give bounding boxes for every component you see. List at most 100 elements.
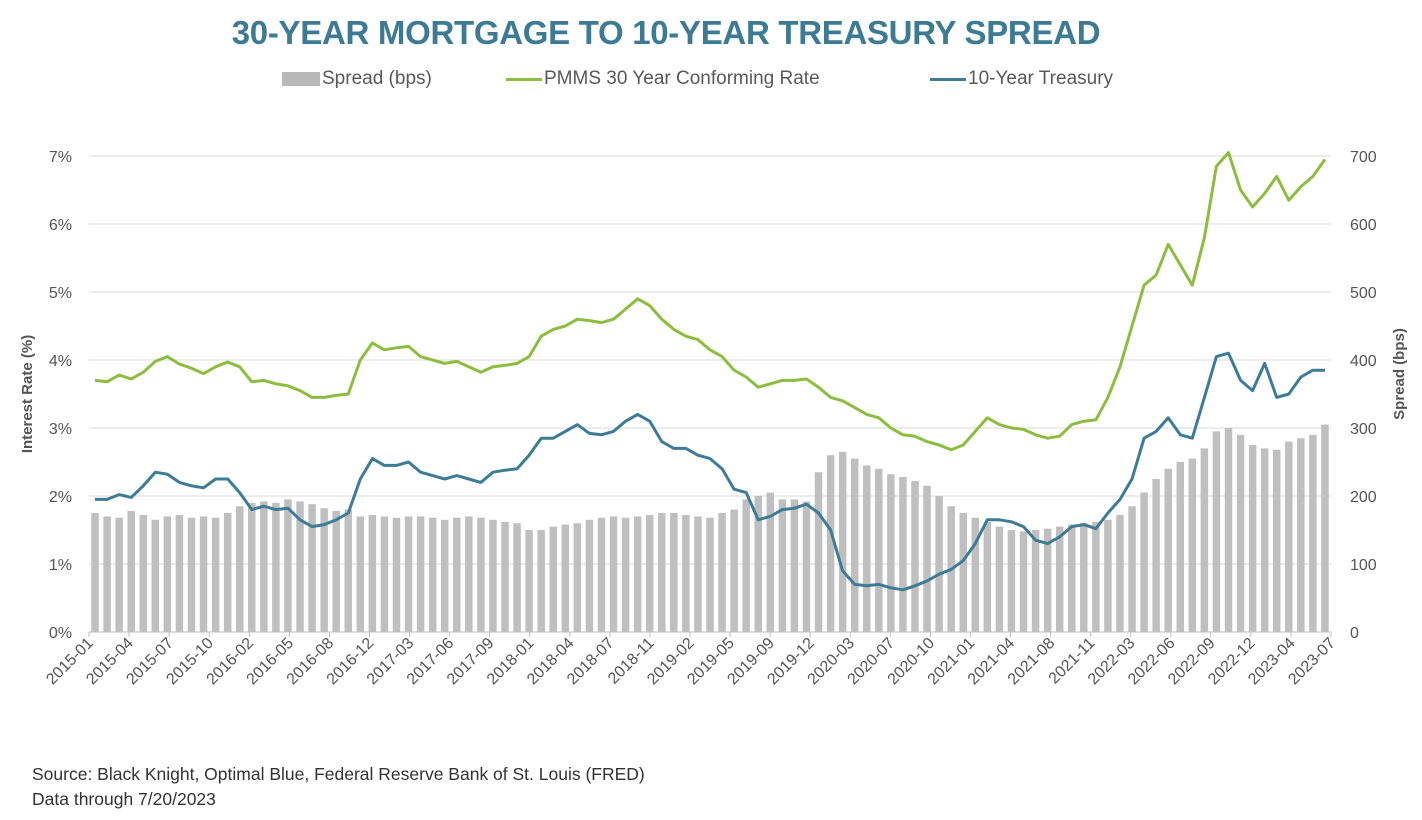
spread-bar <box>416 516 425 632</box>
y-tick-left: 3% <box>49 421 72 438</box>
spread-bar <box>682 515 690 632</box>
spread-bar <box>115 517 123 632</box>
legend-item-treasury: 10-Year Treasury <box>930 68 1113 90</box>
spread-bar <box>718 513 726 632</box>
spread-bar <box>199 516 208 632</box>
spread-bar <box>248 502 256 632</box>
y-axis-title-right: Spread (bps) <box>1391 328 1408 420</box>
spread-bar <box>103 516 111 632</box>
y-tick-right: 400 <box>1350 353 1377 370</box>
spread-bar <box>223 513 232 632</box>
spread-bar <box>1285 441 1293 632</box>
y-tick-right: 100 <box>1350 557 1377 574</box>
spread-bar <box>1055 526 1064 632</box>
spread-bar <box>1116 515 1124 632</box>
spread-bar <box>404 516 413 632</box>
spread-bar <box>1212 431 1221 632</box>
spread-bar <box>850 458 859 632</box>
spread-bar <box>513 523 521 632</box>
spread-bar <box>1068 524 1076 632</box>
spread-bar <box>440 519 449 632</box>
spread-bar <box>1200 448 1209 632</box>
spread-bar <box>525 530 533 632</box>
spread-bar <box>175 515 184 632</box>
y-tick-left: 0% <box>49 625 72 642</box>
spread-bar <box>1248 445 1257 632</box>
spread-bar <box>187 517 196 632</box>
y-tick-right: 200 <box>1350 489 1377 506</box>
spread-bar <box>561 524 570 632</box>
y-tick-left: 6% <box>49 217 72 234</box>
spread-bar <box>368 515 377 632</box>
spread-bar <box>260 501 268 632</box>
spread-bar <box>537 530 545 632</box>
spread-bar <box>959 513 967 632</box>
spread-bar <box>766 492 775 632</box>
spread-bar <box>706 517 714 632</box>
spread-bar <box>296 501 304 632</box>
legend-swatch-line <box>506 77 542 81</box>
spread-bar <box>1080 523 1088 632</box>
spread-bar <box>1260 448 1269 632</box>
spread-bar <box>658 513 666 632</box>
spread-bar <box>549 526 557 632</box>
spread-bar <box>151 519 160 632</box>
spread-bar <box>1309 434 1317 632</box>
data-through-line: Data through 7/20/2023 <box>32 789 216 809</box>
spread-bar <box>501 521 509 632</box>
spread-bar <box>694 516 702 632</box>
spread-bar <box>1188 458 1197 632</box>
spread-bar <box>826 455 835 632</box>
spread-bar <box>1128 506 1136 632</box>
spread-bar <box>585 519 594 632</box>
spread-bar <box>887 474 895 632</box>
spread-bar <box>91 513 99 632</box>
legend-swatch-bar <box>282 72 320 86</box>
spread-bar <box>332 510 340 632</box>
legend-label: Spread (bps) <box>322 68 432 89</box>
spread-bar <box>875 468 883 632</box>
chart-title: 30-YEAR MORTGAGE TO 10-YEAR TREASURY SPR… <box>231 14 1101 51</box>
spread-bar <box>935 496 943 632</box>
rate-lines <box>94 151 1327 592</box>
spread-bar <box>272 502 280 632</box>
spread-bar <box>1031 530 1040 632</box>
spread-bar <box>465 516 473 632</box>
spread-bar <box>1236 434 1245 632</box>
spread-bar <box>730 509 738 632</box>
spread-bar <box>428 517 437 632</box>
spread-bar <box>754 496 762 632</box>
y-tick-left: 1% <box>49 557 72 574</box>
spread-bar <box>778 499 787 632</box>
y-tick-right: 300 <box>1350 421 1377 438</box>
spread-bar <box>633 516 642 632</box>
spread-bar <box>790 499 799 632</box>
y-tick-right: 600 <box>1350 217 1377 234</box>
y-tick-left: 7% <box>49 149 72 166</box>
spread-bar <box>621 517 630 632</box>
legend-item-spread: Spread (bps) <box>282 68 432 90</box>
spread-bar <box>1224 428 1233 632</box>
treasury-line <box>95 351 1325 592</box>
spread-bar <box>1272 449 1281 632</box>
spread-bar <box>863 465 871 632</box>
spread-bar <box>899 476 907 632</box>
spread-bar <box>1007 530 1016 632</box>
spread-bar <box>971 517 980 632</box>
legend-swatch-line <box>930 77 966 81</box>
y-tick-left: 2% <box>49 489 72 506</box>
gridlines <box>89 155 1331 565</box>
y-tick-left: 4% <box>49 353 72 370</box>
spread-bar <box>163 516 172 632</box>
legend-label: 10-Year Treasury <box>968 68 1114 89</box>
spread-bar <box>609 516 618 632</box>
spread-bar <box>127 510 135 632</box>
pmms-line <box>94 151 1327 452</box>
spread-bar <box>645 515 654 632</box>
spread-bar <box>489 519 497 632</box>
y-tick-right: 0 <box>1350 625 1359 642</box>
spread-bar <box>983 521 992 632</box>
y-tick-left: 5% <box>49 285 72 302</box>
spread-bar <box>995 526 1004 632</box>
spread-bar <box>742 499 750 632</box>
